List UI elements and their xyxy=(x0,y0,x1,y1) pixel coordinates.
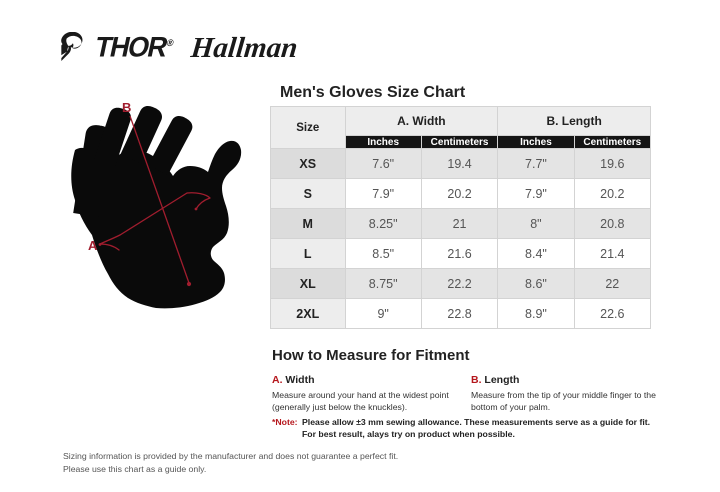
svg-text:A: A xyxy=(88,238,98,253)
svg-text:B: B xyxy=(122,100,131,115)
